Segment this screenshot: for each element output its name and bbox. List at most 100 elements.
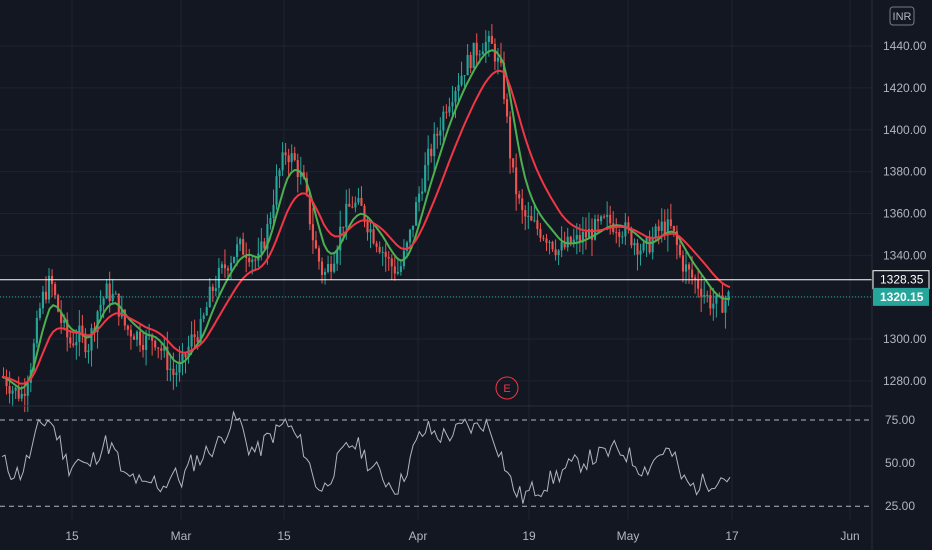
candle-body bbox=[606, 214, 609, 217]
candle-body bbox=[114, 293, 117, 295]
candle-body bbox=[445, 111, 448, 113]
candle-body bbox=[348, 203, 351, 207]
price-tick-label: 1420.00 bbox=[883, 81, 927, 95]
candle-body bbox=[360, 197, 363, 206]
candle-body bbox=[126, 325, 129, 330]
candle-body bbox=[681, 255, 685, 272]
reference-price-tag: 1328.35 bbox=[872, 270, 930, 290]
price-pane[interactable] bbox=[0, 24, 872, 413]
candle-body bbox=[633, 242, 636, 246]
price-axis[interactable]: 1280.001300.001320.001340.001360.001380.… bbox=[872, 39, 930, 388]
candle-body bbox=[712, 303, 715, 309]
candle-body bbox=[727, 291, 730, 301]
candle-body bbox=[72, 343, 75, 346]
candle-body bbox=[26, 382, 29, 396]
candle-body bbox=[145, 335, 148, 350]
candle-body bbox=[236, 244, 239, 257]
candle-body bbox=[421, 191, 424, 194]
candle-body bbox=[23, 393, 26, 396]
candle-body bbox=[709, 295, 712, 309]
candle-body bbox=[408, 229, 412, 243]
candle-body bbox=[496, 57, 500, 62]
candle-body bbox=[615, 231, 618, 233]
candle-body bbox=[396, 271, 399, 274]
candle-body bbox=[509, 116, 512, 159]
earnings-marker[interactable]: E bbox=[495, 376, 519, 400]
price-tick-label: 1380.00 bbox=[883, 165, 927, 179]
candle-body bbox=[60, 311, 63, 323]
candle-body bbox=[372, 229, 375, 244]
candle-body bbox=[166, 346, 169, 370]
candle-body bbox=[20, 393, 23, 399]
candle-body bbox=[596, 219, 600, 222]
candle-body bbox=[411, 225, 415, 230]
oscillator-pane[interactable] bbox=[0, 410, 872, 507]
candle-body bbox=[487, 35, 490, 42]
candle-body bbox=[184, 353, 187, 358]
time-axis[interactable]: 15 Mar 15 Apr 19 May 17 Jun bbox=[65, 529, 859, 543]
candle-body bbox=[175, 372, 178, 376]
candle-body bbox=[211, 286, 214, 291]
candle-body bbox=[69, 337, 72, 344]
candle-body bbox=[557, 250, 560, 256]
candle-body bbox=[287, 155, 290, 163]
time-tick-label: Mar bbox=[171, 529, 192, 543]
candle-body bbox=[336, 250, 339, 264]
time-tick-label: May bbox=[617, 529, 640, 543]
candle-body bbox=[457, 85, 460, 91]
candle-body bbox=[339, 226, 342, 251]
candle-body bbox=[469, 54, 472, 69]
candle-body bbox=[44, 291, 48, 300]
candle-body bbox=[703, 294, 706, 297]
time-tick-label: Apr bbox=[409, 529, 428, 543]
candle-body bbox=[439, 130, 442, 136]
candle-body bbox=[560, 242, 563, 251]
reference-price-label: 1328.35 bbox=[880, 273, 924, 287]
price-tick-label: 1400.00 bbox=[883, 123, 927, 137]
candle-body bbox=[11, 390, 14, 394]
candle-body bbox=[317, 248, 321, 262]
candle-body bbox=[484, 41, 487, 52]
candle-body bbox=[627, 222, 630, 229]
candle-body bbox=[678, 244, 682, 256]
candle-body bbox=[172, 368, 175, 376]
candle-body bbox=[366, 221, 369, 233]
candle-body bbox=[299, 172, 302, 178]
candle-body bbox=[160, 348, 163, 351]
candle-body bbox=[645, 237, 648, 244]
candle-body bbox=[151, 334, 154, 341]
oscillator-axis[interactable]: 25.00 50.00 75.00 bbox=[885, 413, 915, 513]
candle-body bbox=[466, 54, 469, 76]
currency-badge[interactable]: INR bbox=[889, 6, 915, 26]
candle-body bbox=[639, 250, 642, 255]
candle-body bbox=[669, 219, 672, 226]
candle-body bbox=[524, 210, 527, 217]
candle-body bbox=[572, 239, 575, 245]
candle-body bbox=[178, 361, 181, 373]
candle-body bbox=[505, 99, 509, 117]
candle-body bbox=[578, 235, 581, 243]
candle-body bbox=[651, 237, 654, 253]
candle-body bbox=[636, 242, 639, 255]
candle-body bbox=[536, 220, 539, 229]
candle-body bbox=[590, 228, 594, 240]
candle-body bbox=[269, 217, 272, 225]
candle-body bbox=[393, 266, 396, 274]
candle-body bbox=[96, 311, 99, 332]
candle-body bbox=[323, 271, 327, 275]
candle-body bbox=[66, 319, 69, 338]
candle-body bbox=[697, 279, 700, 289]
candle-body bbox=[539, 228, 542, 238]
candle-body bbox=[715, 295, 718, 304]
grid bbox=[0, 0, 872, 520]
candle-body bbox=[566, 236, 569, 248]
candle-body bbox=[600, 216, 603, 222]
candle-body bbox=[242, 239, 245, 255]
candle-body bbox=[14, 387, 17, 391]
candle-body bbox=[290, 153, 293, 163]
candle-body bbox=[311, 224, 314, 241]
candle-body bbox=[199, 318, 202, 342]
candle-body bbox=[75, 341, 78, 346]
